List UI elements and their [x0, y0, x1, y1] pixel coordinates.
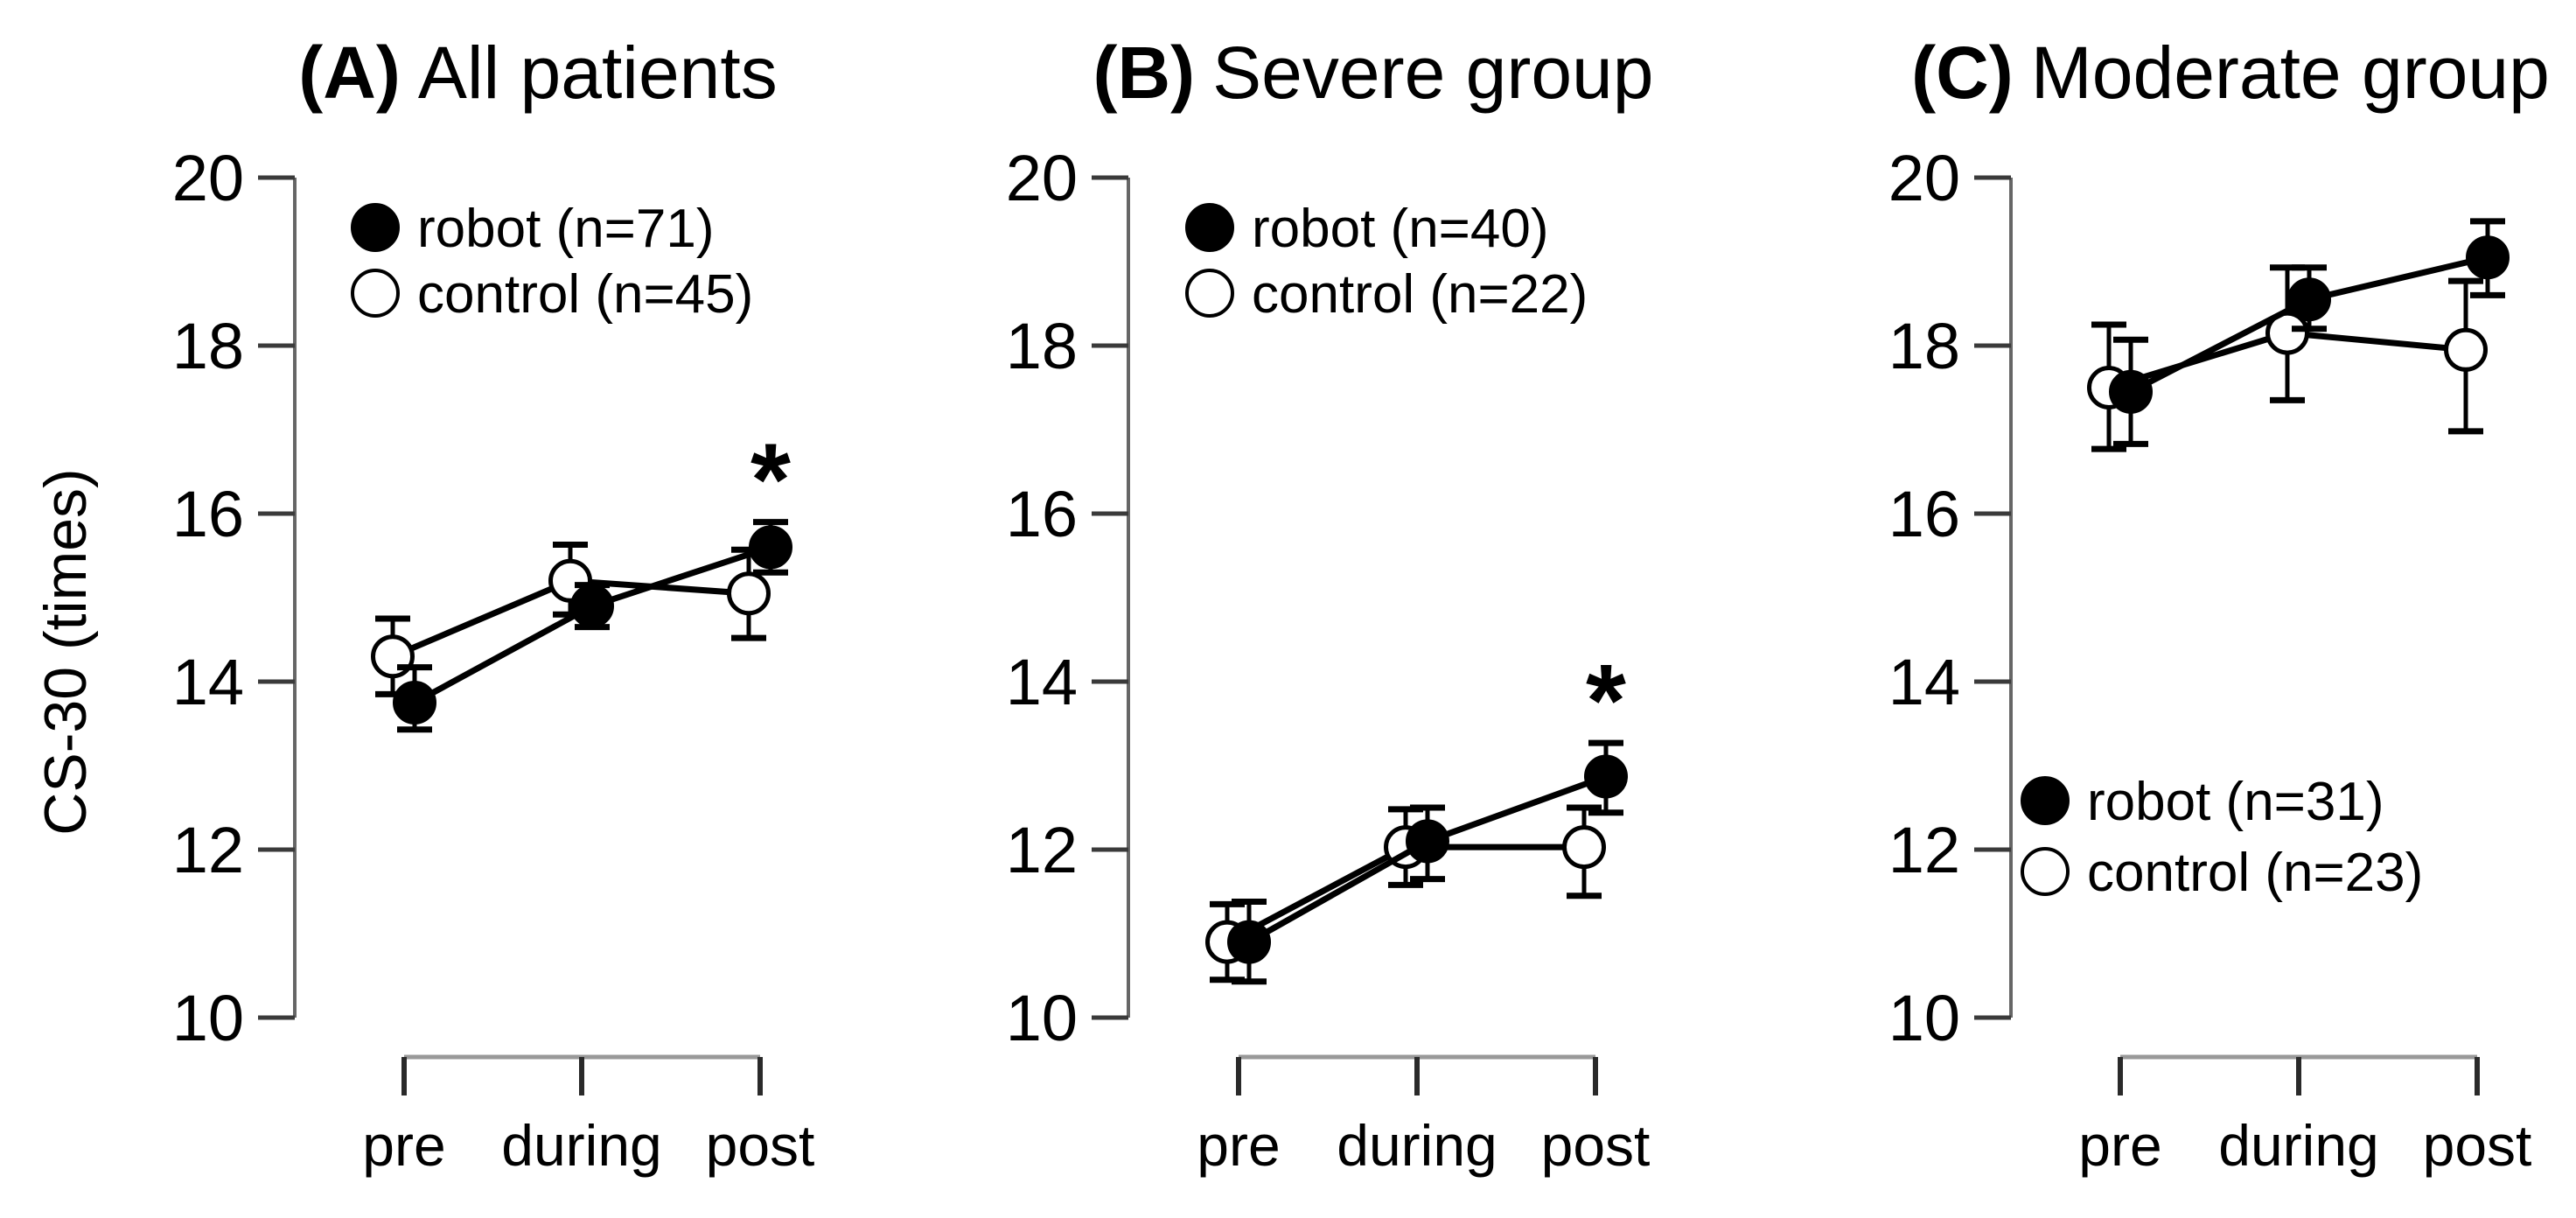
series-control: [2087, 264, 2488, 452]
y-tick-label: 14: [1006, 646, 1078, 718]
panel-title: (B) Severe group: [1093, 32, 1654, 114]
significance-asterisk: *: [1586, 643, 1626, 759]
marker-robot-pre: [1227, 920, 1271, 964]
x-tick-label: pre: [2078, 1113, 2161, 1178]
y-tick-label: 16: [1888, 478, 1960, 550]
marker-control-post: [727, 571, 771, 616]
marker-robot-during: [2287, 277, 2331, 322]
marker-robot-pre: [2109, 369, 2153, 414]
x-tick-label: post: [706, 1113, 815, 1178]
panel-title: (C) Moderate group: [1911, 32, 2550, 114]
panel-title-text: Moderate group: [2031, 32, 2550, 114]
legend-control-label: control (n=45): [417, 264, 753, 325]
legend-robot-label: robot (n=40): [1252, 199, 1549, 259]
series-robot: [393, 519, 792, 733]
marker-robot-post: [749, 525, 792, 570]
series-robot: [1227, 739, 1628, 985]
legend-robot-marker: [2021, 776, 2070, 825]
panel-b: (B) Severe group 10 12 14 16 18 20 pre during post…: [1006, 32, 1654, 1178]
marker-robot-post: [1584, 754, 1628, 799]
y-tick-label: 18: [1006, 310, 1078, 382]
x-tick-label: pre: [1197, 1113, 1280, 1178]
panel-title-prefix: (C): [1911, 32, 2014, 114]
legend-control-marker: [1185, 269, 1234, 318]
x-tick-label: post: [2423, 1113, 2532, 1178]
legend: robot (n=40)control (n=22): [1185, 199, 1588, 325]
x-tick-label: pre: [362, 1113, 445, 1178]
marker-control-post: [2444, 327, 2488, 372]
y-tick-label: 20: [1006, 142, 1078, 214]
y-tick-label: 16: [172, 478, 244, 550]
marker-robot-post: [2466, 235, 2510, 280]
y-tick-label: 12: [172, 814, 244, 886]
legend-control-label: control (n=22): [1252, 264, 1588, 325]
panel-title-prefix: (B): [1093, 32, 1196, 114]
series-control: [371, 542, 771, 697]
y-axis-label: CS-30 (times): [32, 468, 99, 836]
marker-robot-during: [1406, 819, 1449, 864]
panel-title-prefix: (A): [298, 32, 401, 114]
y-tick-label: 12: [1888, 814, 1960, 886]
x-tick-label: during: [2218, 1113, 2378, 1178]
legend-robot-label: robot (n=31): [2087, 772, 2384, 832]
legend-robot-marker: [1185, 203, 1234, 252]
y-tick-label: 10: [1888, 982, 1960, 1054]
y-tick-label: 10: [1006, 982, 1078, 1054]
panel-title-text: All patients: [418, 32, 778, 114]
panel-title-text: Severe group: [1212, 32, 1653, 114]
marker-robot-during: [570, 584, 614, 628]
y-tick-label: 10: [172, 982, 244, 1054]
y-tick-label: 20: [1888, 142, 1960, 214]
y-tick-label: 16: [1006, 478, 1078, 550]
y-tick-label: 14: [172, 646, 244, 718]
series-robot: [2109, 218, 2510, 447]
panel-c: (C) Moderate group 10 12 14 16 18 20 pre during po…: [1888, 32, 2550, 1178]
y-tick-label: 18: [1888, 310, 1960, 382]
marker-robot-pre: [393, 681, 436, 724]
x-tick-label: during: [1337, 1113, 1497, 1178]
legend: robot (n=71)control (n=45): [351, 199, 753, 325]
legend-robot-marker: [351, 203, 400, 252]
legend-control-label: control (n=23): [2087, 843, 2423, 903]
legend-control-marker: [2021, 847, 2070, 896]
marker-control-post: [1562, 825, 1606, 870]
y-tick-label: 18: [172, 310, 244, 382]
panel-a: (A) All patients 10 12 14 16 18 20 pre during post…: [172, 32, 815, 1178]
x-tick-label: post: [1541, 1113, 1651, 1178]
y-tick-label: 20: [172, 142, 244, 214]
legend-control-marker: [351, 269, 400, 318]
significance-asterisk: *: [750, 423, 791, 538]
panel-title: (A) All patients: [298, 32, 778, 114]
legend-robot-label: robot (n=71): [417, 199, 715, 259]
legend: robot (n=31) control (n=23): [2021, 772, 2423, 903]
y-tick-label: 12: [1006, 814, 1078, 886]
y-tick-label: 14: [1888, 646, 1960, 718]
x-tick-label: during: [501, 1113, 661, 1178]
